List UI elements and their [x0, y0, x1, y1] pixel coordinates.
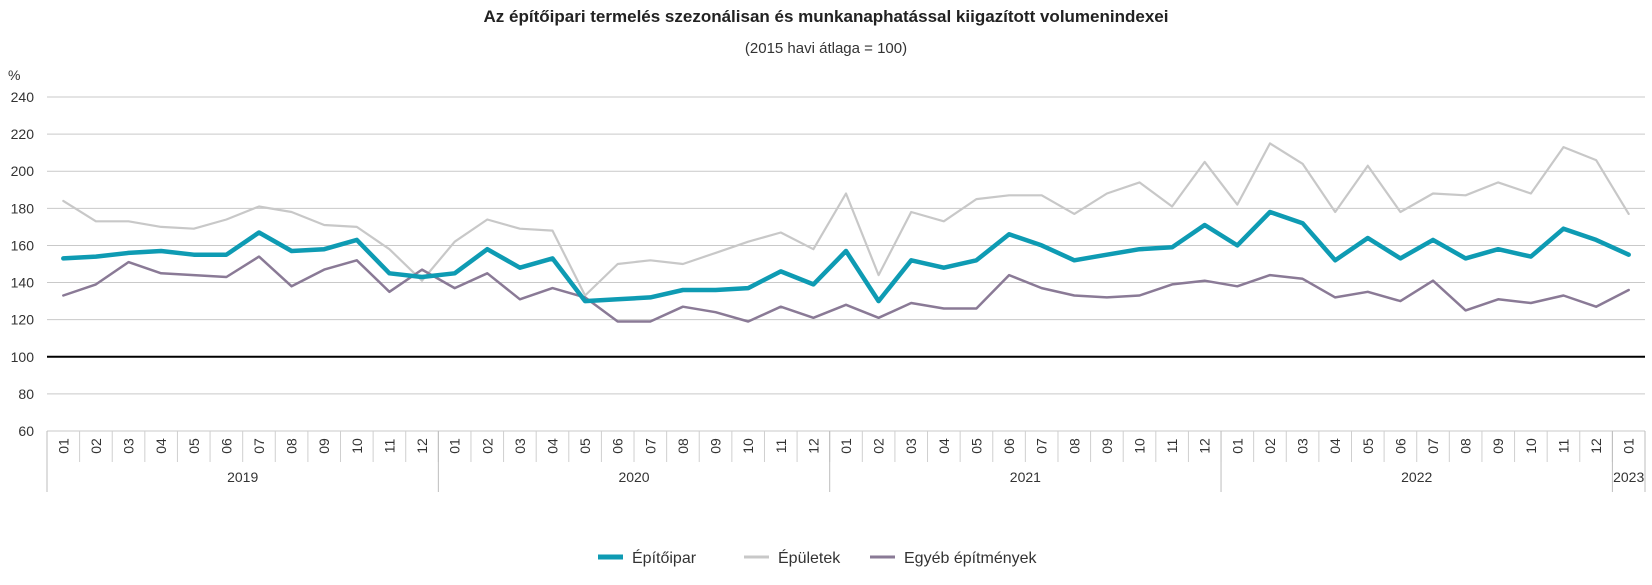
- x-tick-label: 10: [1132, 438, 1148, 454]
- x-tick-label: 12: [1588, 438, 1604, 454]
- x-tick-label: 07: [1425, 438, 1441, 454]
- x-tick-label: 11: [1555, 439, 1571, 454]
- x-tick-label: 01: [1229, 438, 1245, 454]
- x-tick-label: 01: [838, 438, 854, 454]
- plot-area: [61, 142, 1631, 323]
- year-label: 2022: [1401, 469, 1432, 485]
- x-tick-label: 07: [1034, 438, 1050, 454]
- series-line-Épületek: [62, 142, 1630, 297]
- x-tick-label: 03: [121, 438, 137, 454]
- x-tick-label: 01: [447, 438, 463, 454]
- x-tick-label: 11: [1164, 439, 1180, 454]
- x-tick-label: 10: [1523, 438, 1539, 454]
- x-tick-label: 11: [381, 439, 397, 454]
- x-tick-label: 04: [1327, 438, 1343, 454]
- x-tick-label: 08: [284, 438, 300, 454]
- x-tick-label: 09: [1099, 438, 1115, 454]
- x-tick-label: 05: [577, 438, 593, 454]
- x-tick-label: 02: [88, 438, 104, 454]
- year-label: 2020: [618, 469, 649, 485]
- y-tick-label: 100: [11, 349, 35, 365]
- x-tick-label: 12: [805, 438, 821, 454]
- x-axis: 01 02 03 04 05 06 07 08 09 10 11 12 01 02 03 04 05 06 07 08…: [46, 431, 1646, 492]
- y-tick-label: 180: [11, 200, 35, 216]
- series-line-Építőipar: [61, 209, 1631, 304]
- x-tick-label: 01: [55, 438, 71, 454]
- x-tick-label: 06: [218, 438, 234, 454]
- x-tick-label: 03: [512, 438, 528, 454]
- x-tick-label: 09: [316, 438, 332, 454]
- y-tick-label: 160: [11, 237, 35, 253]
- x-tick-label: 05: [968, 438, 984, 454]
- y-axis: 60 80 100 120 140 160 180 200 220 240: [11, 89, 35, 439]
- legend-label: Egyéb építmények: [904, 550, 1038, 567]
- y-tick-label: 140: [11, 275, 35, 291]
- x-tick-label: 12: [414, 438, 430, 454]
- x-tick-label: 08: [675, 438, 691, 454]
- chart-subtitle: (2015 havi átlaga = 100): [745, 40, 907, 57]
- x-tick-label: 07: [251, 438, 267, 454]
- x-tick-label: 12: [1197, 438, 1213, 454]
- x-tick-label: 04: [153, 438, 169, 454]
- y-tick-label: 120: [11, 312, 35, 328]
- x-tick-label: 10: [740, 438, 756, 454]
- y-tick-label: 60: [18, 423, 34, 439]
- x-tick-label: 07: [642, 438, 658, 454]
- x-tick-label: 03: [1295, 438, 1311, 454]
- x-tick-label: 01: [1621, 438, 1637, 454]
- x-tick-label: 03: [903, 438, 919, 454]
- gridlines: [47, 96, 1645, 432]
- legend-label: Építőipar: [632, 548, 697, 567]
- year-label: 2023: [1613, 469, 1644, 485]
- y-tick-label: 200: [11, 163, 35, 179]
- year-label: 2021: [1010, 469, 1041, 485]
- legend-label: Épületek: [778, 548, 841, 567]
- x-tick-label: 09: [1490, 438, 1506, 454]
- x-tick-label: 05: [186, 438, 202, 454]
- x-tick-label: 10: [349, 438, 365, 454]
- x-tick-label: 05: [1360, 438, 1376, 454]
- x-tick-label: 02: [871, 438, 887, 454]
- series-line-Egyéb építmények: [62, 255, 1630, 323]
- y-tick-label: 80: [18, 386, 34, 402]
- x-tick-label: 02: [1262, 438, 1278, 454]
- y-tick-label: 240: [11, 89, 35, 105]
- x-tick-label: 06: [1392, 438, 1408, 454]
- x-tick-label: 02: [479, 438, 495, 454]
- x-tick-label: 08: [1458, 438, 1474, 454]
- year-label: 2019: [227, 469, 258, 485]
- chart-title: Az építőipari termelés szezonálisan és m…: [484, 7, 1169, 26]
- x-tick-label: 04: [936, 438, 952, 454]
- x-tick-label: 06: [1001, 438, 1017, 454]
- legend: Építőipar Épületek Egyéb építmények: [598, 548, 1038, 567]
- x-tick-label: 11: [773, 439, 789, 454]
- y-axis-unit: %: [8, 67, 20, 83]
- x-tick-label: 08: [1066, 438, 1082, 454]
- x-tick-label: 06: [610, 438, 626, 454]
- x-tick-label: 09: [708, 438, 724, 454]
- x-tick-label: 04: [544, 438, 560, 454]
- y-tick-label: 220: [11, 126, 35, 142]
